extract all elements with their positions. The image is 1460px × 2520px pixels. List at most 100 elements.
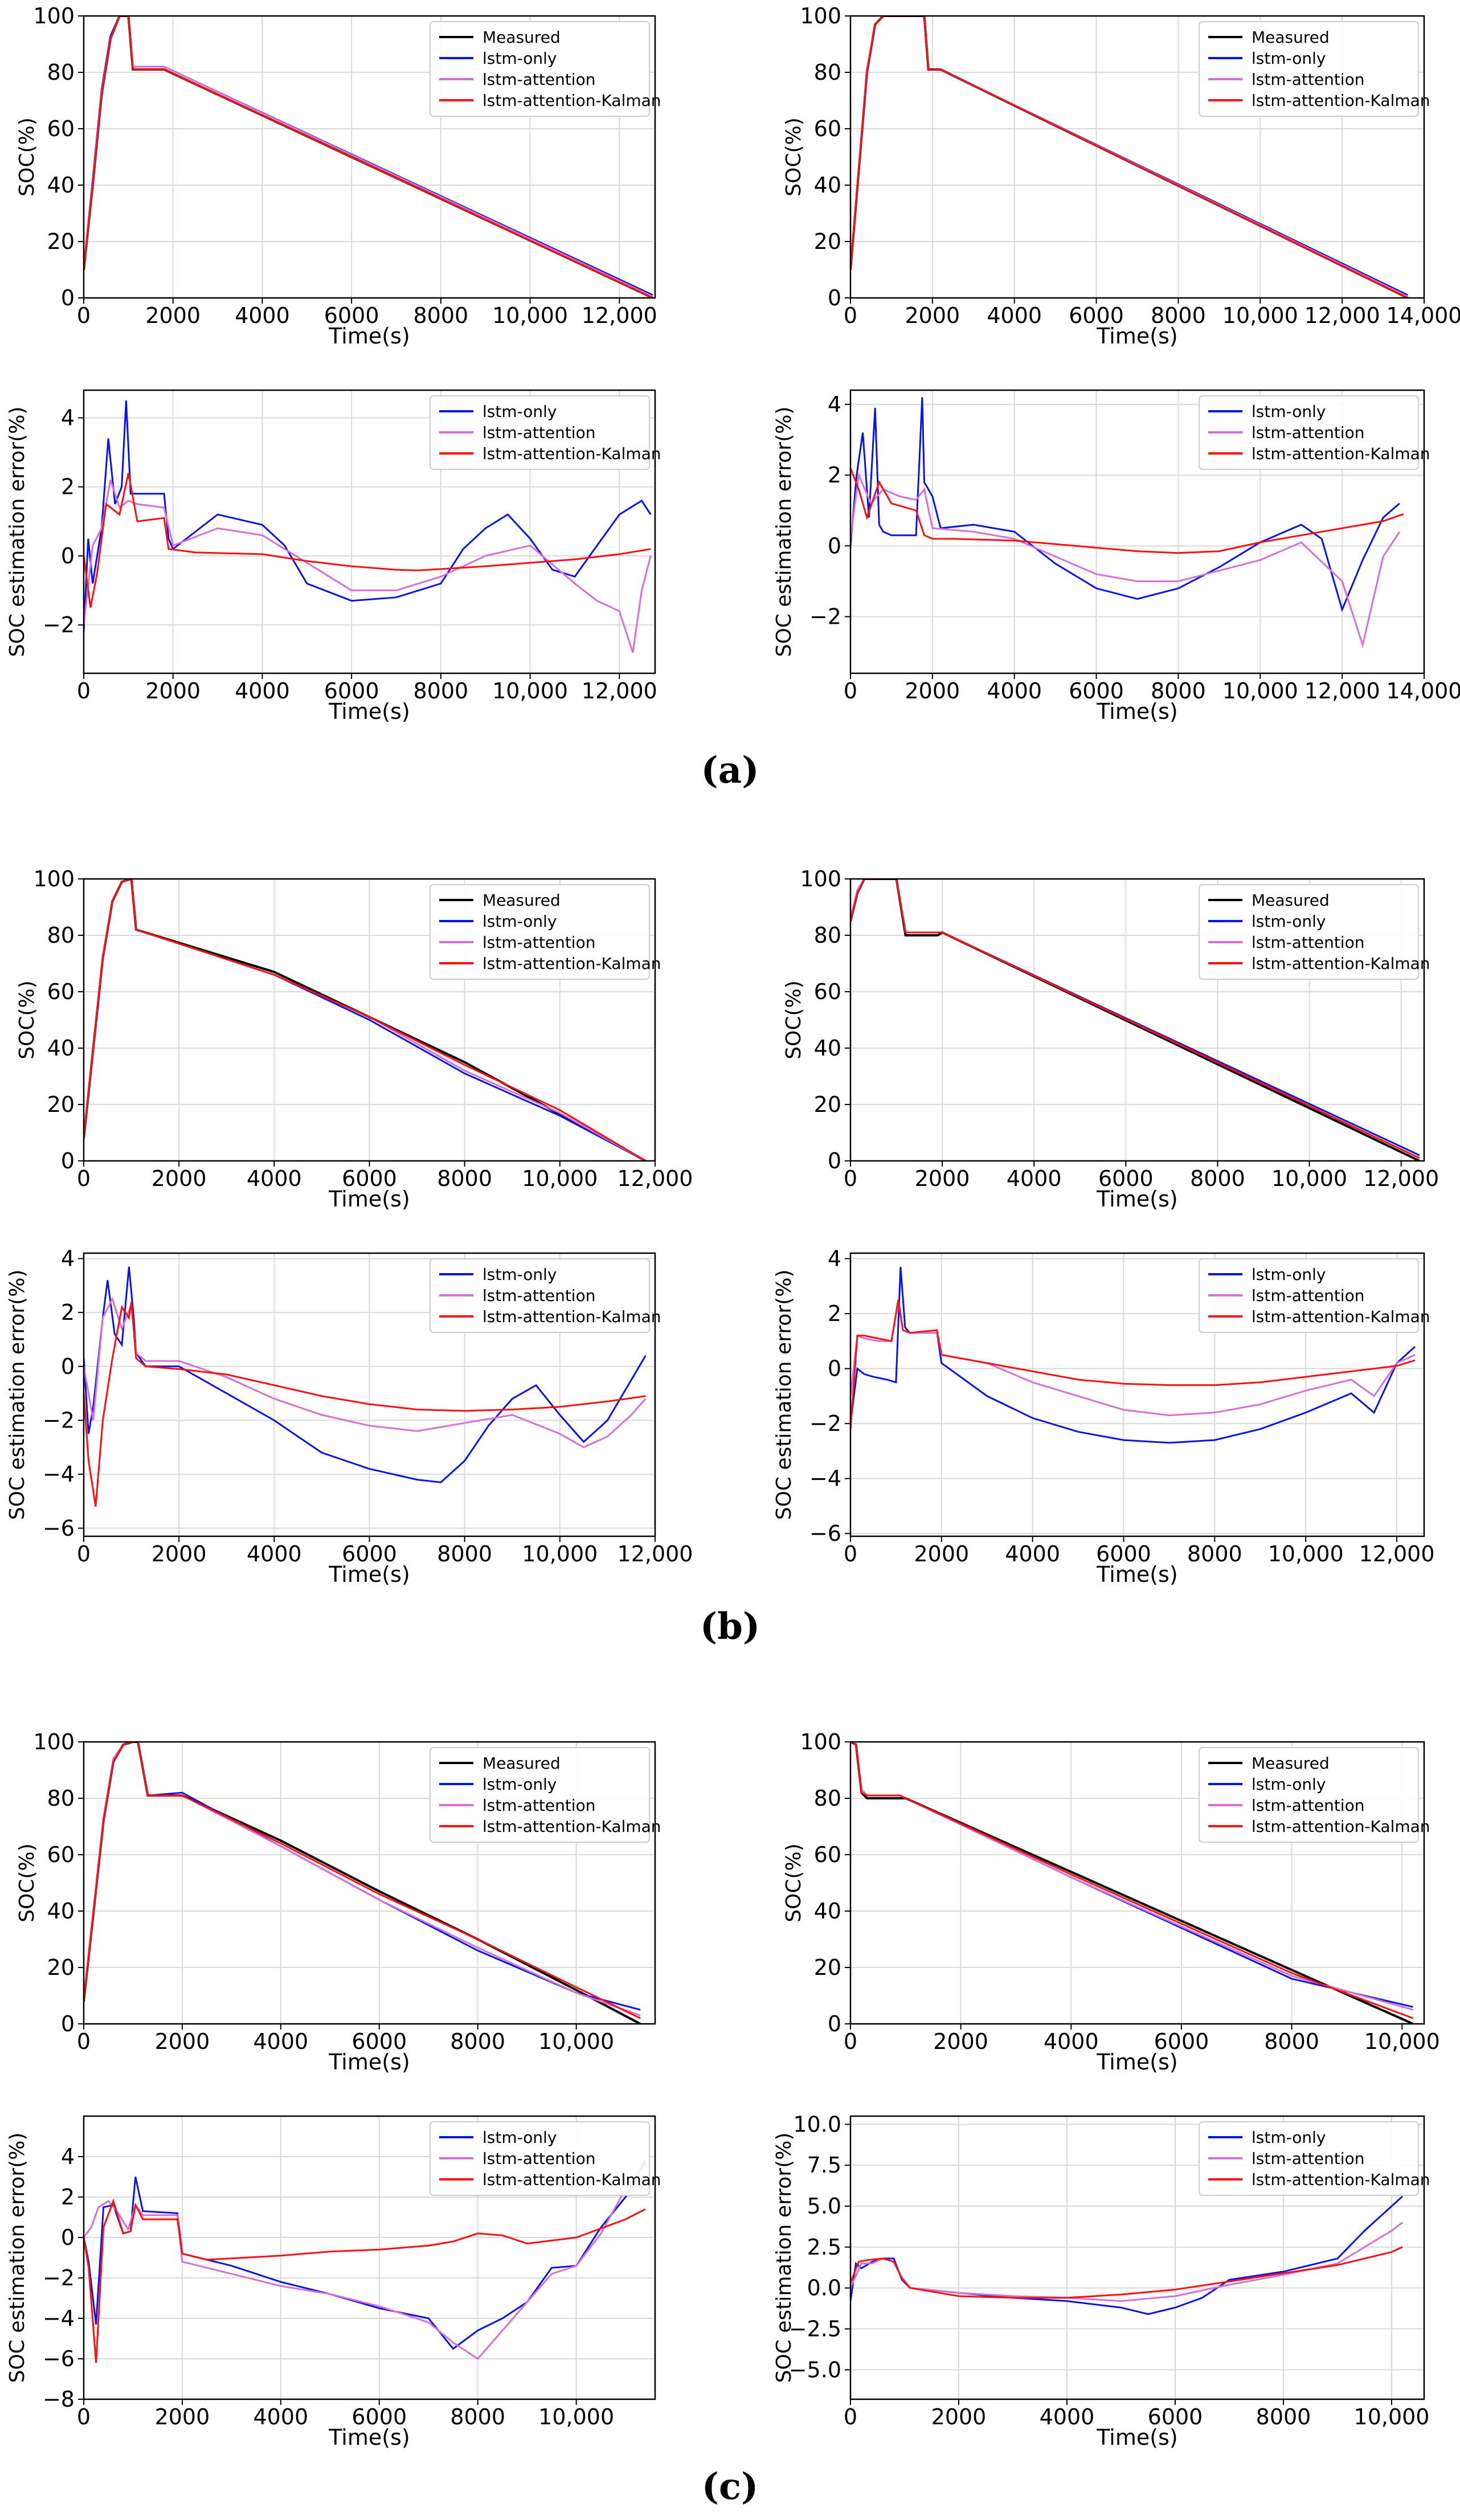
y-tick-label: 0 xyxy=(828,1148,841,1173)
x-axis-label: Time(s) xyxy=(1096,699,1177,724)
chart-b-right-err: 0 2000 4000 6000 8000 10,000 12,000 −6 −4 −2 0 2 4 Ti… xyxy=(772,1246,1435,1587)
y-tick-label: 100 xyxy=(33,866,75,891)
legend-entry-label: lstm-attention xyxy=(482,70,595,89)
series-line-lstm-attention-kalman xyxy=(850,16,1408,298)
y-tick-label: 20 xyxy=(814,1092,841,1117)
x-tick-label: 8000 xyxy=(1151,303,1206,328)
y-tick-label: 60 xyxy=(47,116,75,141)
y-tick-label: 5.0 xyxy=(807,2194,841,2219)
legend: lstm-only lstm-attention lstm-attention-Ka… xyxy=(1199,1258,1430,1333)
x-axis-label: Time(s) xyxy=(1096,324,1177,349)
x-tick-label: 8000 xyxy=(1151,678,1206,703)
legend-entry-label: Measured xyxy=(1252,891,1330,910)
y-tick-label: 10.0 xyxy=(793,2112,841,2137)
legend-entry-label: lstm-attention xyxy=(1252,2149,1364,2168)
legend-entry-label: lstm-attention xyxy=(482,1286,595,1305)
legend-box xyxy=(430,884,650,980)
x-tick-label: 4000 xyxy=(253,2029,309,2054)
x-tick-label: 8000 xyxy=(414,303,469,328)
y-tick-label: −2 xyxy=(43,1408,75,1433)
y-tick-label: 2.5 xyxy=(807,2235,841,2260)
y-tick-label: 100 xyxy=(33,1729,75,1754)
x-tick-label: 0 xyxy=(844,678,857,703)
x-tick-label: 4000 xyxy=(247,1166,302,1191)
y-axis-label: SOC(%) xyxy=(782,117,805,197)
axes-frame xyxy=(83,389,656,674)
y-tick-label: 40 xyxy=(814,1036,841,1061)
legend-entry-label: Measured xyxy=(482,891,561,910)
axes-frame xyxy=(849,1252,1425,1537)
legend-entry-label: lstm-attention-Kalman xyxy=(1252,954,1430,973)
legend-box xyxy=(430,21,650,117)
legend-entry-label: lstm-attention-Kalman xyxy=(482,1817,661,1836)
legend-entry-label: lstm-only xyxy=(482,2128,557,2147)
series-line-lstm-attention xyxy=(850,1299,1416,1417)
legend-entry-label: lstm-attention xyxy=(1252,423,1364,442)
y-tick-label: 4 xyxy=(828,1246,841,1271)
y-tick-label: 80 xyxy=(47,60,75,85)
legend: Measured lstm-only lstm-attention lstm-atte… xyxy=(430,21,661,117)
legend-entry-label: lstm-attention-Kalman xyxy=(1252,444,1430,463)
series-line-lstm-only xyxy=(84,400,652,632)
x-tick-label: 12,000 xyxy=(617,1541,693,1566)
y-tick-label: 60 xyxy=(47,1842,75,1867)
x-tick-label: 0 xyxy=(77,1166,91,1191)
x-tick-label: 0 xyxy=(844,2029,857,2054)
legend-entry-label: lstm-only xyxy=(482,1265,557,1284)
y-tick-label: 0 xyxy=(828,1356,841,1381)
x-tick-label: 2000 xyxy=(914,1541,969,1566)
y-tick-label: 4 xyxy=(828,392,841,417)
legend-box xyxy=(1199,1747,1419,1843)
y-tick-label: 100 xyxy=(800,1729,841,1754)
series-line-lstm-attention-kalman xyxy=(84,879,647,1161)
y-tick-label: −5.0 xyxy=(789,2357,841,2382)
x-tick-label: 10,000 xyxy=(1222,303,1298,328)
series-line-lstm-attention xyxy=(84,1296,647,1449)
legend: Measured lstm-only lstm-attention lstm-atte… xyxy=(1199,1747,1430,1843)
legend-box xyxy=(1199,2121,1419,2196)
series-line-lstm-attention xyxy=(850,472,1401,648)
series-line-lstm-attention-kalman xyxy=(84,473,651,608)
legend: Measured lstm-only lstm-attention lstm-atte… xyxy=(430,884,661,980)
x-tick-label: 12,000 xyxy=(1359,1541,1435,1566)
legend-box xyxy=(1199,1258,1419,1333)
y-axis-label: SOC(%) xyxy=(15,117,39,197)
x-tick-label: 10,000 xyxy=(1222,678,1298,703)
y-tick-label: 0 xyxy=(61,1354,75,1379)
axes-frame xyxy=(849,15,1425,299)
x-tick-label: 0 xyxy=(77,1541,91,1566)
y-tick-label: 0 xyxy=(61,285,75,310)
x-tick-label: 12,000 xyxy=(617,1166,693,1191)
y-tick-label: −4 xyxy=(43,1462,75,1487)
legend: lstm-only lstm-attention lstm-attention-Ka… xyxy=(1199,2121,1430,2196)
legend-entry-label: lstm-only xyxy=(1252,1775,1326,1794)
x-tick-label: 14,000 xyxy=(1387,303,1460,328)
y-tick-label: 100 xyxy=(33,3,75,28)
y-axis-label: SOC estimation error(%) xyxy=(772,2133,796,2383)
y-tick-label: −2 xyxy=(43,612,75,637)
chart-c-left-soc: 0 2000 4000 6000 8000 10,000 0 20 40 60 80 100 Time(… xyxy=(15,1729,661,2075)
y-tick-label: 0 xyxy=(828,2011,841,2036)
legend: Measured lstm-only lstm-attention lstm-atte… xyxy=(1199,884,1430,980)
x-tick-label: 2000 xyxy=(155,2029,210,2054)
x-tick-label: 6000 xyxy=(351,2029,407,2054)
y-axis-label: SOC(%) xyxy=(15,1843,39,1922)
x-tick-label: 10,000 xyxy=(1354,2404,1430,2429)
legend-box xyxy=(1199,21,1419,117)
x-tick-label: 6000 xyxy=(1096,1541,1151,1566)
x-tick-label: 6000 xyxy=(342,1541,397,1566)
series-line-lstm-attention-kalman xyxy=(850,1299,1416,1429)
legend-box xyxy=(430,1258,650,1333)
axes-frame xyxy=(849,389,1425,674)
y-axis-label: SOC(%) xyxy=(782,1843,805,1922)
chart-c-left-err: 0 2000 4000 6000 8000 10,000 −8 −6 −4 −2 0 2 4 Time(s… xyxy=(6,2115,661,2450)
y-tick-label: 4 xyxy=(61,405,75,430)
x-tick-label: 4000 xyxy=(987,678,1042,703)
x-tick-label: 6000 xyxy=(1148,2404,1203,2429)
y-tick-label: −8 xyxy=(43,2387,75,2412)
x-tick-label: 10,000 xyxy=(1364,2029,1440,2054)
chart-b-left-soc: 0 2000 4000 6000 8000 10,000 12,000 0 20 40 60 80 10… xyxy=(15,866,693,1212)
y-tick-label: −4 xyxy=(43,2306,75,2331)
legend-entry-label: lstm-attention-Kalman xyxy=(1252,2170,1430,2189)
x-tick-label: 2000 xyxy=(145,303,201,328)
